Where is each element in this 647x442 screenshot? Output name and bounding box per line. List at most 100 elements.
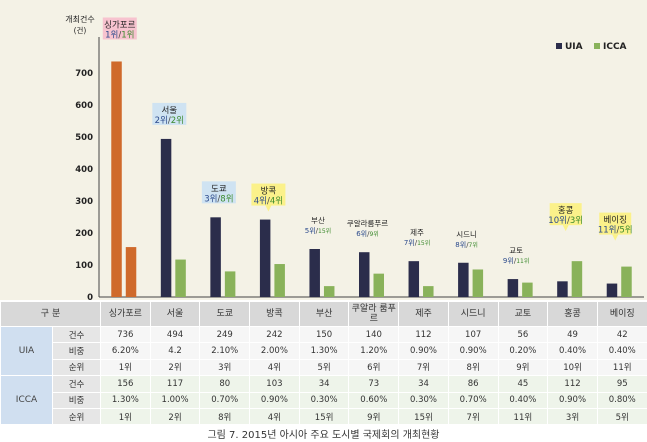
annotation-rank: 9위/11위	[503, 257, 529, 265]
table-cell: 242	[249, 325, 300, 344]
table-cell: 7위	[447, 407, 499, 426]
bar-uia	[557, 281, 568, 297]
bar-uia	[458, 262, 469, 297]
data-table: 구 분 싱가포르 서울 도쿄 방콕 부산 쿠알라 룸푸르 제주 시드니 교토 홍콩 베이징 UIA 건수 7…	[0, 301, 647, 426]
y-tick-label: 700	[75, 69, 93, 79]
annotation-uia-rank: 7위	[404, 239, 415, 247]
y-tick-label: 300	[75, 197, 93, 207]
table-metric-label: 순위	[51, 358, 102, 377]
table-cell: 4.2	[149, 342, 201, 360]
table-cell: 1위	[100, 358, 151, 377]
annotation-city: 베이징	[603, 215, 626, 226]
table-header-city: 교토	[497, 301, 549, 327]
annotation-box	[251, 183, 286, 206]
annotation-icca-rank: 2위	[171, 116, 184, 126]
annotation-uia-rank: 2위	[155, 116, 168, 126]
annotation-rank: 4위/4위	[254, 197, 283, 207]
annotation-icca-rank: 11위	[516, 257, 529, 265]
bar-icca	[522, 282, 533, 297]
annotation-icca-rank: 7위	[469, 241, 478, 249]
table-cell: 49	[547, 325, 598, 344]
table-cell: 11위	[596, 358, 647, 377]
table-header-city: 쿠알라 룸푸르	[348, 301, 400, 327]
table-cell: 9위	[497, 358, 549, 377]
annotation-uia-rank: 1위	[105, 30, 118, 40]
table-cell: 3위	[199, 358, 251, 377]
legend-swatch-uia	[556, 43, 562, 49]
table-cell: 150	[298, 325, 350, 344]
annotation-icca-rank: 1위	[121, 30, 134, 40]
annotation-rank: 7위/15위	[404, 239, 430, 247]
table-row: ICCA 건수 156 117 80 103 34 73 34 86 45 112 95	[0, 375, 647, 426]
y-tick-label: 600	[75, 101, 93, 111]
table-cell: 0.40%	[547, 342, 598, 360]
y-tick-label: 500	[75, 133, 93, 143]
bar-icca	[224, 271, 236, 297]
annotation-separator: /	[367, 230, 370, 238]
annotation-box	[549, 203, 582, 226]
annotation-uia-rank: 4위	[254, 197, 267, 207]
bar-uia	[408, 261, 420, 297]
y-axis-title: 개최건수	[65, 14, 94, 24]
table-cell: 0.30%	[298, 391, 350, 409]
bar-icca	[274, 264, 285, 297]
table-row: 순위 1위 2위 8위 4위 15위 9위 15위 7위 11위 3위 5위	[1, 407, 647, 426]
chart-panel: 개최건수 (건) 0 100 200 300 400 500 600 700 UIA ICCA 싱가포르…	[0, 0, 647, 300]
table-header-city: 제주	[398, 301, 449, 327]
table-row: UIA 건수 736 494 249 242 150 140 112 107 56 49 42	[0, 325, 647, 377]
bar-uia	[507, 279, 519, 297]
table-cell: 0.70%	[447, 391, 499, 409]
annotation-city: 부산	[311, 215, 325, 225]
annotation-rank: 2위/2위	[155, 116, 184, 126]
annotation-separator: /	[316, 227, 319, 235]
annotation-city: 쿠알라룸푸르	[347, 219, 388, 228]
table-cell: 0.40%	[596, 342, 647, 360]
table-metric-label: 비중	[51, 342, 102, 360]
bar-icca	[373, 273, 384, 297]
table-cell: 7위	[398, 358, 449, 377]
table-cell: 156	[100, 375, 151, 393]
annotation-city: 교토	[509, 246, 523, 255]
annotation-icca-rank: 8위	[220, 194, 233, 204]
annotation-uia-rank: 6위	[356, 230, 367, 238]
bar-uia	[606, 283, 618, 297]
table-cell: 6.20%	[100, 342, 151, 360]
annotation-city: 싱가포르	[104, 19, 135, 30]
annotation-icca-rank: 15위	[417, 239, 430, 247]
annotation-icca-rank: 9위	[369, 230, 378, 238]
table-cell: 4위	[249, 407, 300, 426]
bar-icca	[571, 261, 583, 297]
annotation-icca-rank: 3위	[570, 216, 583, 226]
table-row: 비중 1.30% 1.00% 0.70% 0.90% 0.30% 0.60% 0.30% 0.7…	[1, 391, 647, 409]
table-cell: 0.40%	[497, 391, 549, 409]
table-cell: 0.70%	[199, 391, 251, 409]
annotation-uia-rank: 11위	[598, 226, 617, 236]
bar-uia	[359, 252, 370, 297]
table-cell: 8위	[199, 407, 251, 426]
table-header-city: 시드니	[447, 301, 499, 327]
table-cell: 8위	[447, 358, 499, 377]
annotation-city: 시드니	[456, 230, 477, 239]
table-cell: 2위	[149, 407, 201, 426]
annotation-box	[599, 212, 632, 235]
bar-uia	[111, 61, 122, 298]
table-group-label: ICCA	[0, 375, 53, 426]
annotation-rank: 10위/3위	[548, 216, 583, 226]
table-cell: 0.30%	[398, 391, 449, 409]
table-cell: 73	[348, 375, 400, 393]
annotation-separator: /	[616, 226, 619, 236]
annotation-city: 홍콩	[558, 205, 574, 216]
table-cell: 112	[547, 375, 598, 393]
table-cell: 10위	[547, 358, 598, 377]
annotation-rank: 8위/7위	[455, 241, 478, 249]
bar-icca	[125, 247, 137, 297]
y-tick-label: 100	[75, 261, 93, 271]
bar-chart: 개최건수(건) 0 100 200 300 400 500 600 700 UIA ICCA 싱가포르…	[65, 14, 644, 300]
annotation-separator: /	[567, 216, 570, 226]
annotation-box	[102, 17, 137, 40]
bar-uia	[210, 217, 221, 297]
figure-caption: 그림 7. 2015년 아시아 주요 도시별 국제회의 개최현황	[207, 430, 440, 441]
annotation-box	[201, 181, 236, 204]
table-cell: 3위	[547, 407, 598, 426]
table-header-city: 서울	[149, 301, 201, 327]
